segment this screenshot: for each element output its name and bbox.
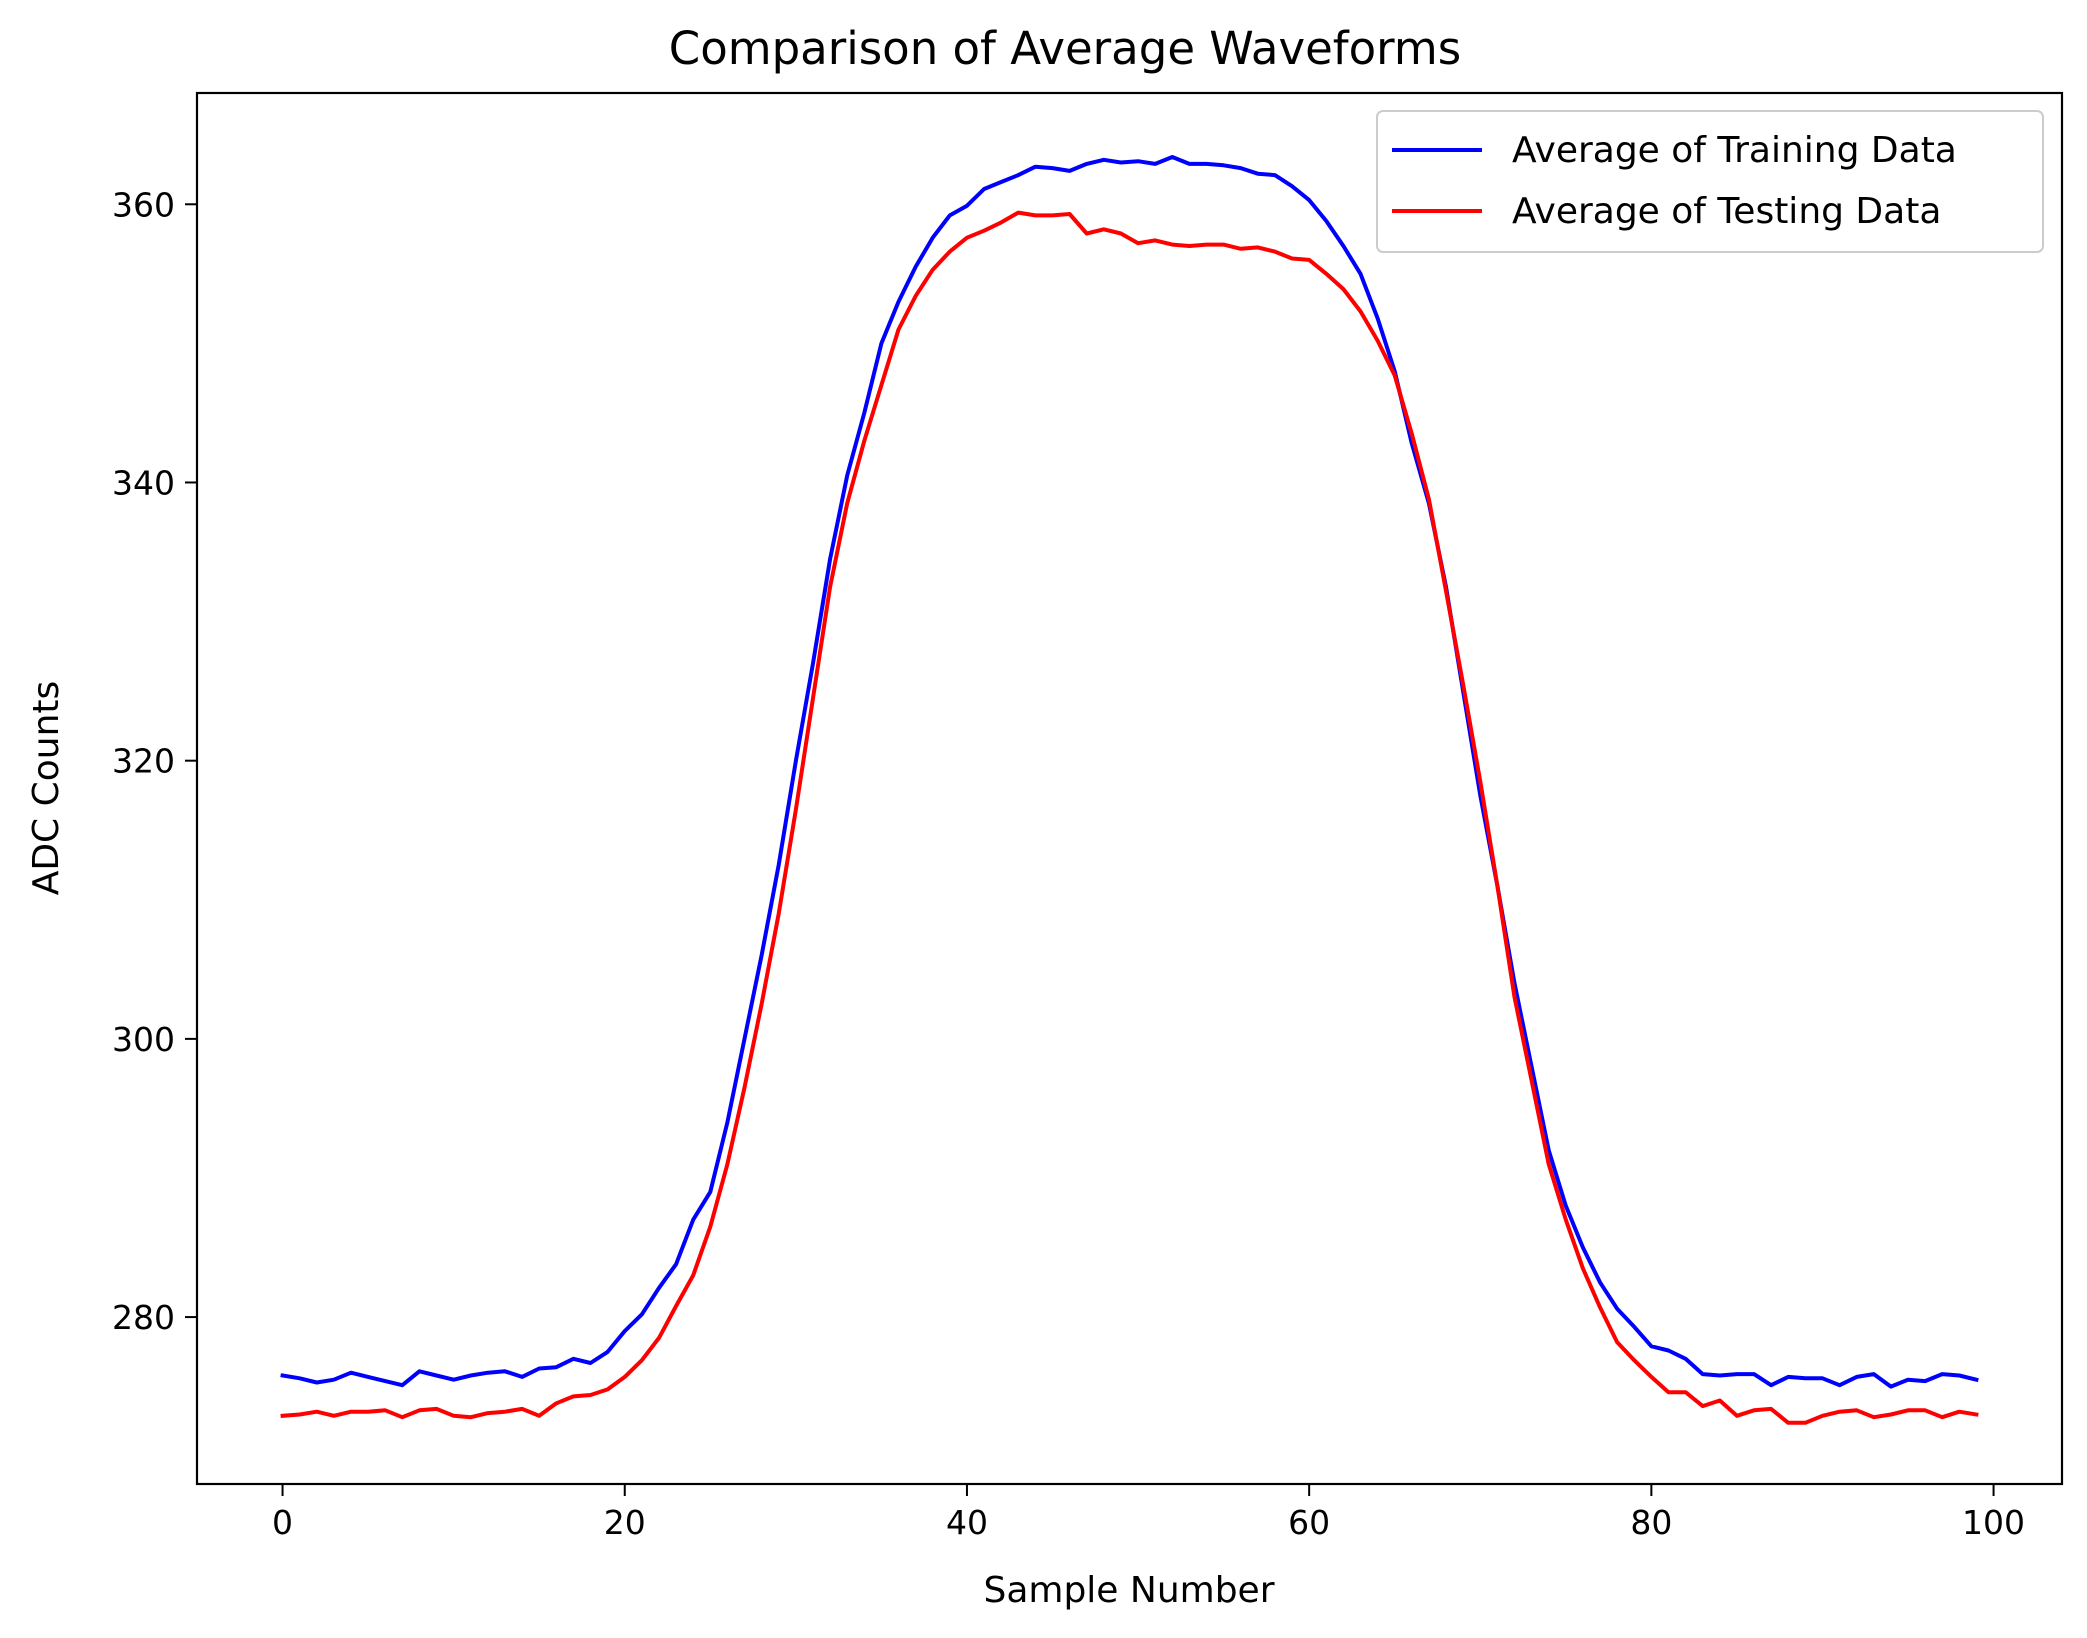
x-tick-label: 20 — [604, 1503, 646, 1542]
y-axis-label: ADC Counts — [26, 681, 67, 896]
y-tick-label: 280 — [112, 1298, 175, 1337]
x-axis: 0 20 40 60 80 100 — [272, 1484, 2025, 1542]
y-tick-label: 360 — [112, 185, 175, 224]
plot-frame — [195, 91, 2064, 1486]
legend-box — [1376, 110, 2044, 253]
series-line-training — [280, 155, 1979, 1389]
y-tick-label: 340 — [112, 463, 175, 502]
x-tick-label: 40 — [946, 1503, 988, 1542]
series-line-testing — [280, 210, 1979, 1425]
y-tick-label: 320 — [112, 742, 175, 781]
x-tick-label: 80 — [1630, 1503, 1672, 1542]
chart-title: Comparison of Average Waveforms — [669, 22, 1461, 75]
y-axis: 280 300 320 340 360 — [112, 185, 197, 1337]
series-layer — [280, 155, 1979, 1425]
legend: Average of Training Data Average of Test… — [1376, 110, 2044, 253]
x-tick-label: 60 — [1288, 1503, 1330, 1542]
x-tick-label: 100 — [1962, 1503, 2025, 1542]
legend-label-training: Average of Training Data — [1512, 130, 1957, 171]
y-tick-label: 300 — [112, 1020, 175, 1059]
legend-label-testing: Average of Testing Data — [1512, 191, 1941, 232]
x-tick-label: 0 — [272, 1503, 293, 1542]
x-axis-label: Sample Number — [983, 1570, 1274, 1611]
